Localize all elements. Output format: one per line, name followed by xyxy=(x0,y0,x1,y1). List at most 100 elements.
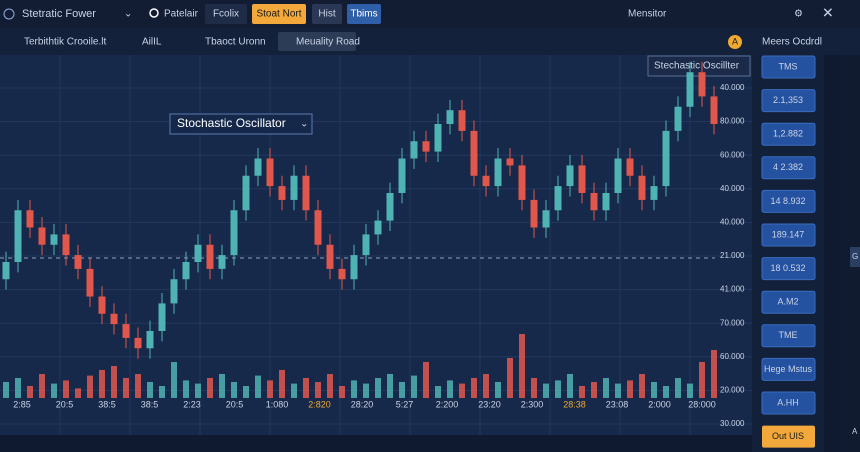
sidebar-label[interactable]: 1,2.882 xyxy=(773,129,803,139)
top-button[interactable] xyxy=(252,4,306,24)
sidebar-label[interactable]: TME xyxy=(779,330,798,340)
volume-bar xyxy=(159,386,165,398)
candle-body xyxy=(698,72,706,97)
toolbar-item[interactable]: Meuality Road xyxy=(296,37,360,48)
volume-bar xyxy=(351,380,357,398)
volume-bar xyxy=(123,378,129,398)
marks xyxy=(2,61,718,398)
candle-body xyxy=(326,244,334,269)
search[interactable]: Patelair xyxy=(164,9,199,20)
indicator-dropdown[interactable]: Stechastic Oscillter xyxy=(654,61,740,72)
sidebar-button[interactable] xyxy=(761,122,816,146)
price-label: 60.000 xyxy=(720,352,745,361)
volume-bar xyxy=(591,382,597,398)
sidebar-label[interactable]: Hege Mstus xyxy=(764,364,813,374)
toolbar-item[interactable]: Terbithtik Crooile.lt xyxy=(24,37,106,48)
sidebar-label[interactable]: Out UIS xyxy=(772,431,804,441)
volume-bar xyxy=(483,374,489,398)
volume-bar xyxy=(207,378,213,398)
sidebar-label[interactable]: 18 0.532 xyxy=(770,263,805,273)
sidebar-button[interactable] xyxy=(761,189,816,213)
sidebar-label[interactable]: TMS xyxy=(779,61,798,71)
top-bar xyxy=(0,0,860,28)
candle-body xyxy=(50,234,58,245)
candle-body xyxy=(26,210,34,228)
volume-bar xyxy=(339,386,345,398)
volume-bar xyxy=(111,366,117,398)
volume-bar xyxy=(75,388,81,398)
volume-bar xyxy=(531,378,537,398)
candle-body xyxy=(494,158,502,187)
close-icon[interactable]: ✕ xyxy=(822,5,834,21)
sidebar-button[interactable] xyxy=(761,156,816,180)
volume-bar xyxy=(615,383,621,398)
volume-bar xyxy=(375,378,381,398)
edge-label: G xyxy=(852,252,858,261)
time-label: 23:20 xyxy=(478,399,501,409)
candle-body xyxy=(230,210,238,256)
volume-bar xyxy=(243,386,249,398)
candle-body xyxy=(62,234,70,256)
candle-body xyxy=(74,255,82,269)
candle-body xyxy=(518,165,526,200)
sidebar-label[interactable]: A.M2 xyxy=(777,297,798,307)
sidebar-label[interactable]: 14 8.932 xyxy=(770,196,805,206)
top-button-label[interactable]: Stoat Nort xyxy=(256,9,301,20)
sidebar-button[interactable] xyxy=(761,89,816,113)
toolbar-active xyxy=(278,32,356,51)
candle-body xyxy=(578,165,586,193)
volume-bar xyxy=(147,382,153,398)
edge-button xyxy=(850,247,860,267)
sidebar-button[interactable] xyxy=(761,324,816,348)
time-label: 23:08 xyxy=(606,399,629,409)
time-label: 38:5 xyxy=(98,399,116,409)
top-button-label[interactable]: Fcolix xyxy=(213,9,239,20)
overlay-box xyxy=(169,113,313,135)
edge-label: A xyxy=(852,427,858,436)
volume-bar xyxy=(627,380,633,398)
top-button[interactable] xyxy=(312,4,342,24)
toolbar-right: Meers Ocdrdl xyxy=(762,37,822,48)
toolbar-item[interactable]: Tbaoct Uronn xyxy=(205,37,266,48)
sidebar-button[interactable] xyxy=(761,257,816,281)
volume-bar xyxy=(435,386,441,398)
candle-body xyxy=(254,158,262,176)
sidebar-label[interactable]: A.HH xyxy=(777,397,799,407)
sidebar-button[interactable] xyxy=(761,223,816,247)
volume-bar xyxy=(423,362,429,398)
price-label: 40.000 xyxy=(720,218,745,227)
top-button[interactable] xyxy=(347,4,381,24)
volume-bar xyxy=(675,378,681,398)
settings-icon[interactable]: ⚙ xyxy=(794,9,803,20)
candle-body xyxy=(362,234,370,256)
candle-body xyxy=(134,337,142,349)
sidebar-label[interactable]: 4 2.382 xyxy=(773,162,803,172)
sidebar-label[interactable]: 2.1,353 xyxy=(773,95,803,105)
toolbar-item[interactable]: AilIL xyxy=(142,37,162,48)
candle-body xyxy=(506,158,514,166)
volume-bar xyxy=(387,374,393,398)
candle-body xyxy=(86,268,94,297)
time-label: 2:85 xyxy=(13,399,31,409)
sidebar-button[interactable] xyxy=(761,290,816,314)
volume-bar xyxy=(51,383,57,398)
volume-bar xyxy=(87,375,93,398)
sidebar-button[interactable] xyxy=(761,357,816,381)
candle-body xyxy=(206,244,214,269)
sidebar-button[interactable] xyxy=(761,55,816,79)
candle-body xyxy=(14,210,22,262)
candle-body xyxy=(98,296,106,314)
sidebar-button[interactable] xyxy=(762,425,815,448)
top-button[interactable] xyxy=(205,4,247,24)
time-label: 2:300 xyxy=(521,399,544,409)
time-label: 2:820 xyxy=(308,399,331,409)
sidebar-label[interactable]: 189.147 xyxy=(772,229,805,239)
volume-bar xyxy=(171,362,177,398)
volume-bar xyxy=(555,380,561,398)
top-button-label[interactable]: Hist xyxy=(318,9,335,20)
sidebar-button[interactable] xyxy=(761,391,816,415)
top-button-label[interactable]: Tbims xyxy=(350,9,377,20)
logo xyxy=(3,8,15,20)
price-label: 40.000 xyxy=(720,83,745,92)
